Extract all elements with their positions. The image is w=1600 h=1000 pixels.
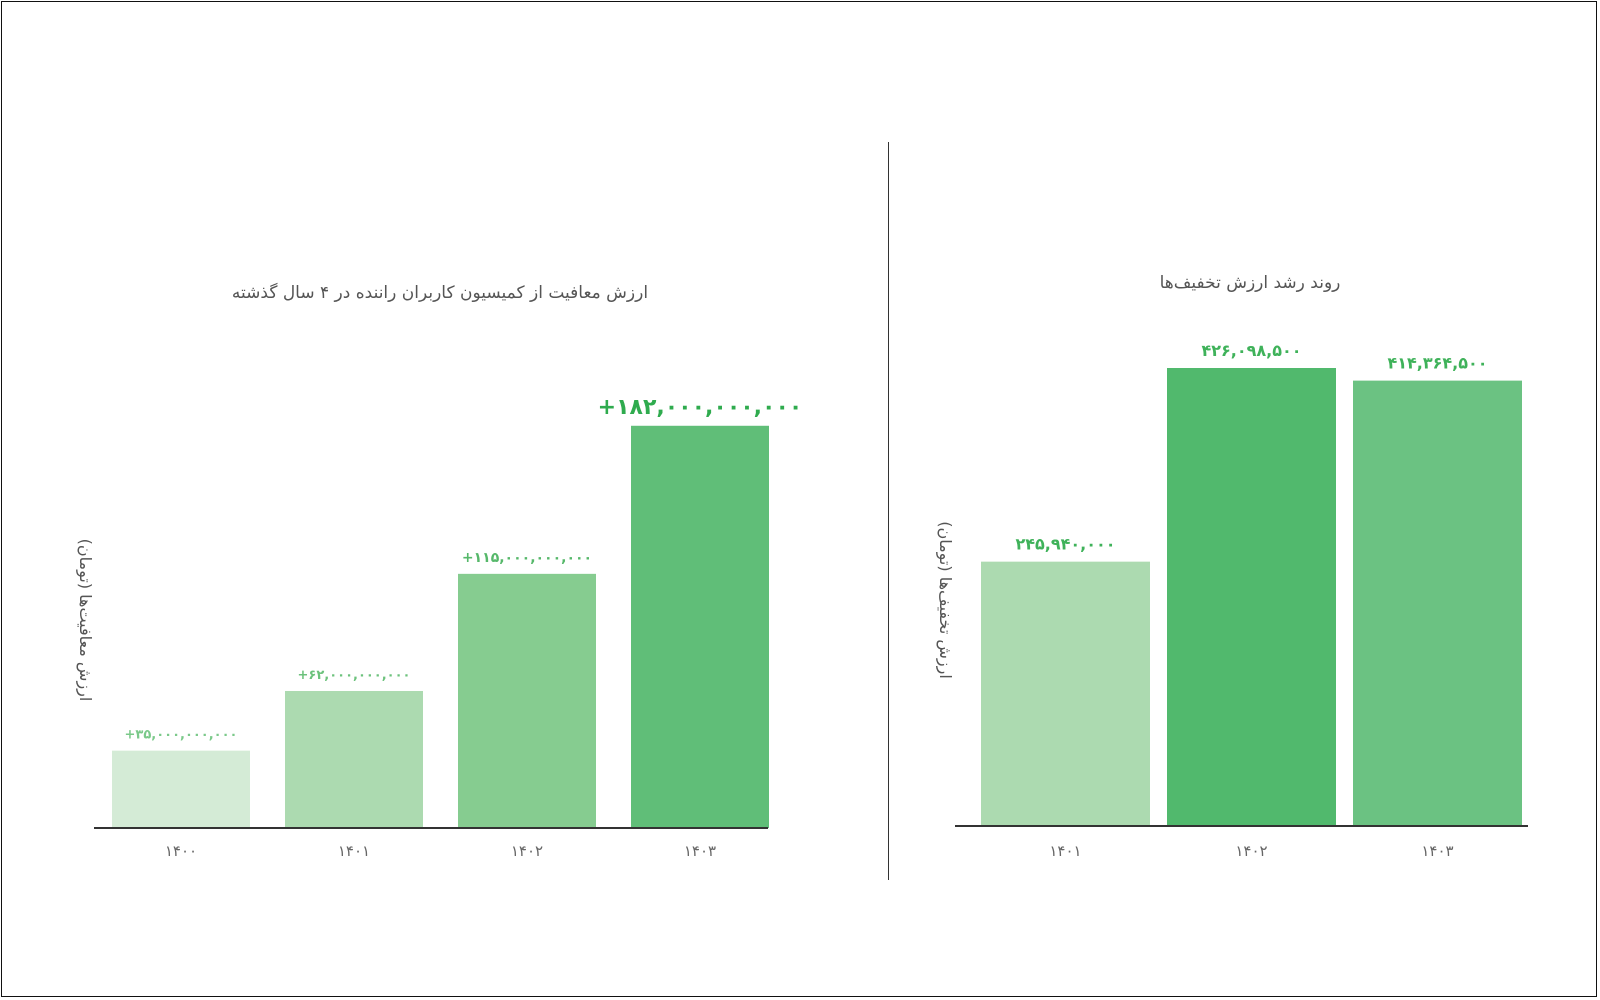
data-label: +۱۱۵,۰۰۰,۰۰۰,۰۰۰ [462,550,592,566]
data-label: ۴۱۴,۳۶۴,۵۰۰ [1387,354,1487,373]
data-label: +۳۵,۰۰۰,۰۰۰,۰۰۰ [125,728,238,743]
chart-title: روند رشد ارزش تخفیف‌ها [1160,273,1341,293]
x-tick-label: ۱۴۰۲ [1235,842,1267,860]
bar-۱۴۰۳ [1353,380,1522,826]
y-axis-label: ارزش تخفیف‌ها (تومان) [935,521,955,679]
chart-divider [888,142,889,880]
chart-commission-exemption: ارزش معافیت از کمیسیون کاربران راننده در… [75,282,802,860]
bar-۱۴۰۳ [631,425,769,828]
bar-۱۴۰۲ [1167,368,1336,826]
bar-۱۴۰۰ [112,750,250,828]
x-tick-label: ۱۴۰۰ [165,842,197,860]
x-tick-label: ۱۴۰۱ [1049,842,1081,860]
x-tick-label: ۱۴۰۳ [684,842,716,860]
bar-۱۴۰۱ [285,690,423,828]
bar-۱۴۰۱ [981,561,1150,826]
x-tick-label: ۱۴۰۳ [1421,842,1453,860]
data-label: ۴۲۶,۰۹۸,۵۰۰ [1201,341,1301,360]
chart-discount-growth: روند رشد ارزش تخفیف‌ها ارزش تخفیف‌ها (تو… [935,273,1528,860]
data-label: +۶۲,۰۰۰,۰۰۰,۰۰۰ [298,668,411,683]
data-label: ۲۴۵,۹۴۰,۰۰۰ [1015,535,1115,554]
x-tick-label: ۱۴۰۲ [511,842,543,860]
y-axis-label: ارزش معافیت‌ها (تومان) [75,539,95,702]
chart-title: ارزش معافیت از کمیسیون کاربران راننده در… [232,282,648,303]
bar-۱۴۰۲ [458,573,596,828]
x-tick-label: ۱۴۰۱ [338,842,370,860]
data-label: +۱۸۲,۰۰۰,۰۰۰,۰۰۰ [598,395,803,420]
